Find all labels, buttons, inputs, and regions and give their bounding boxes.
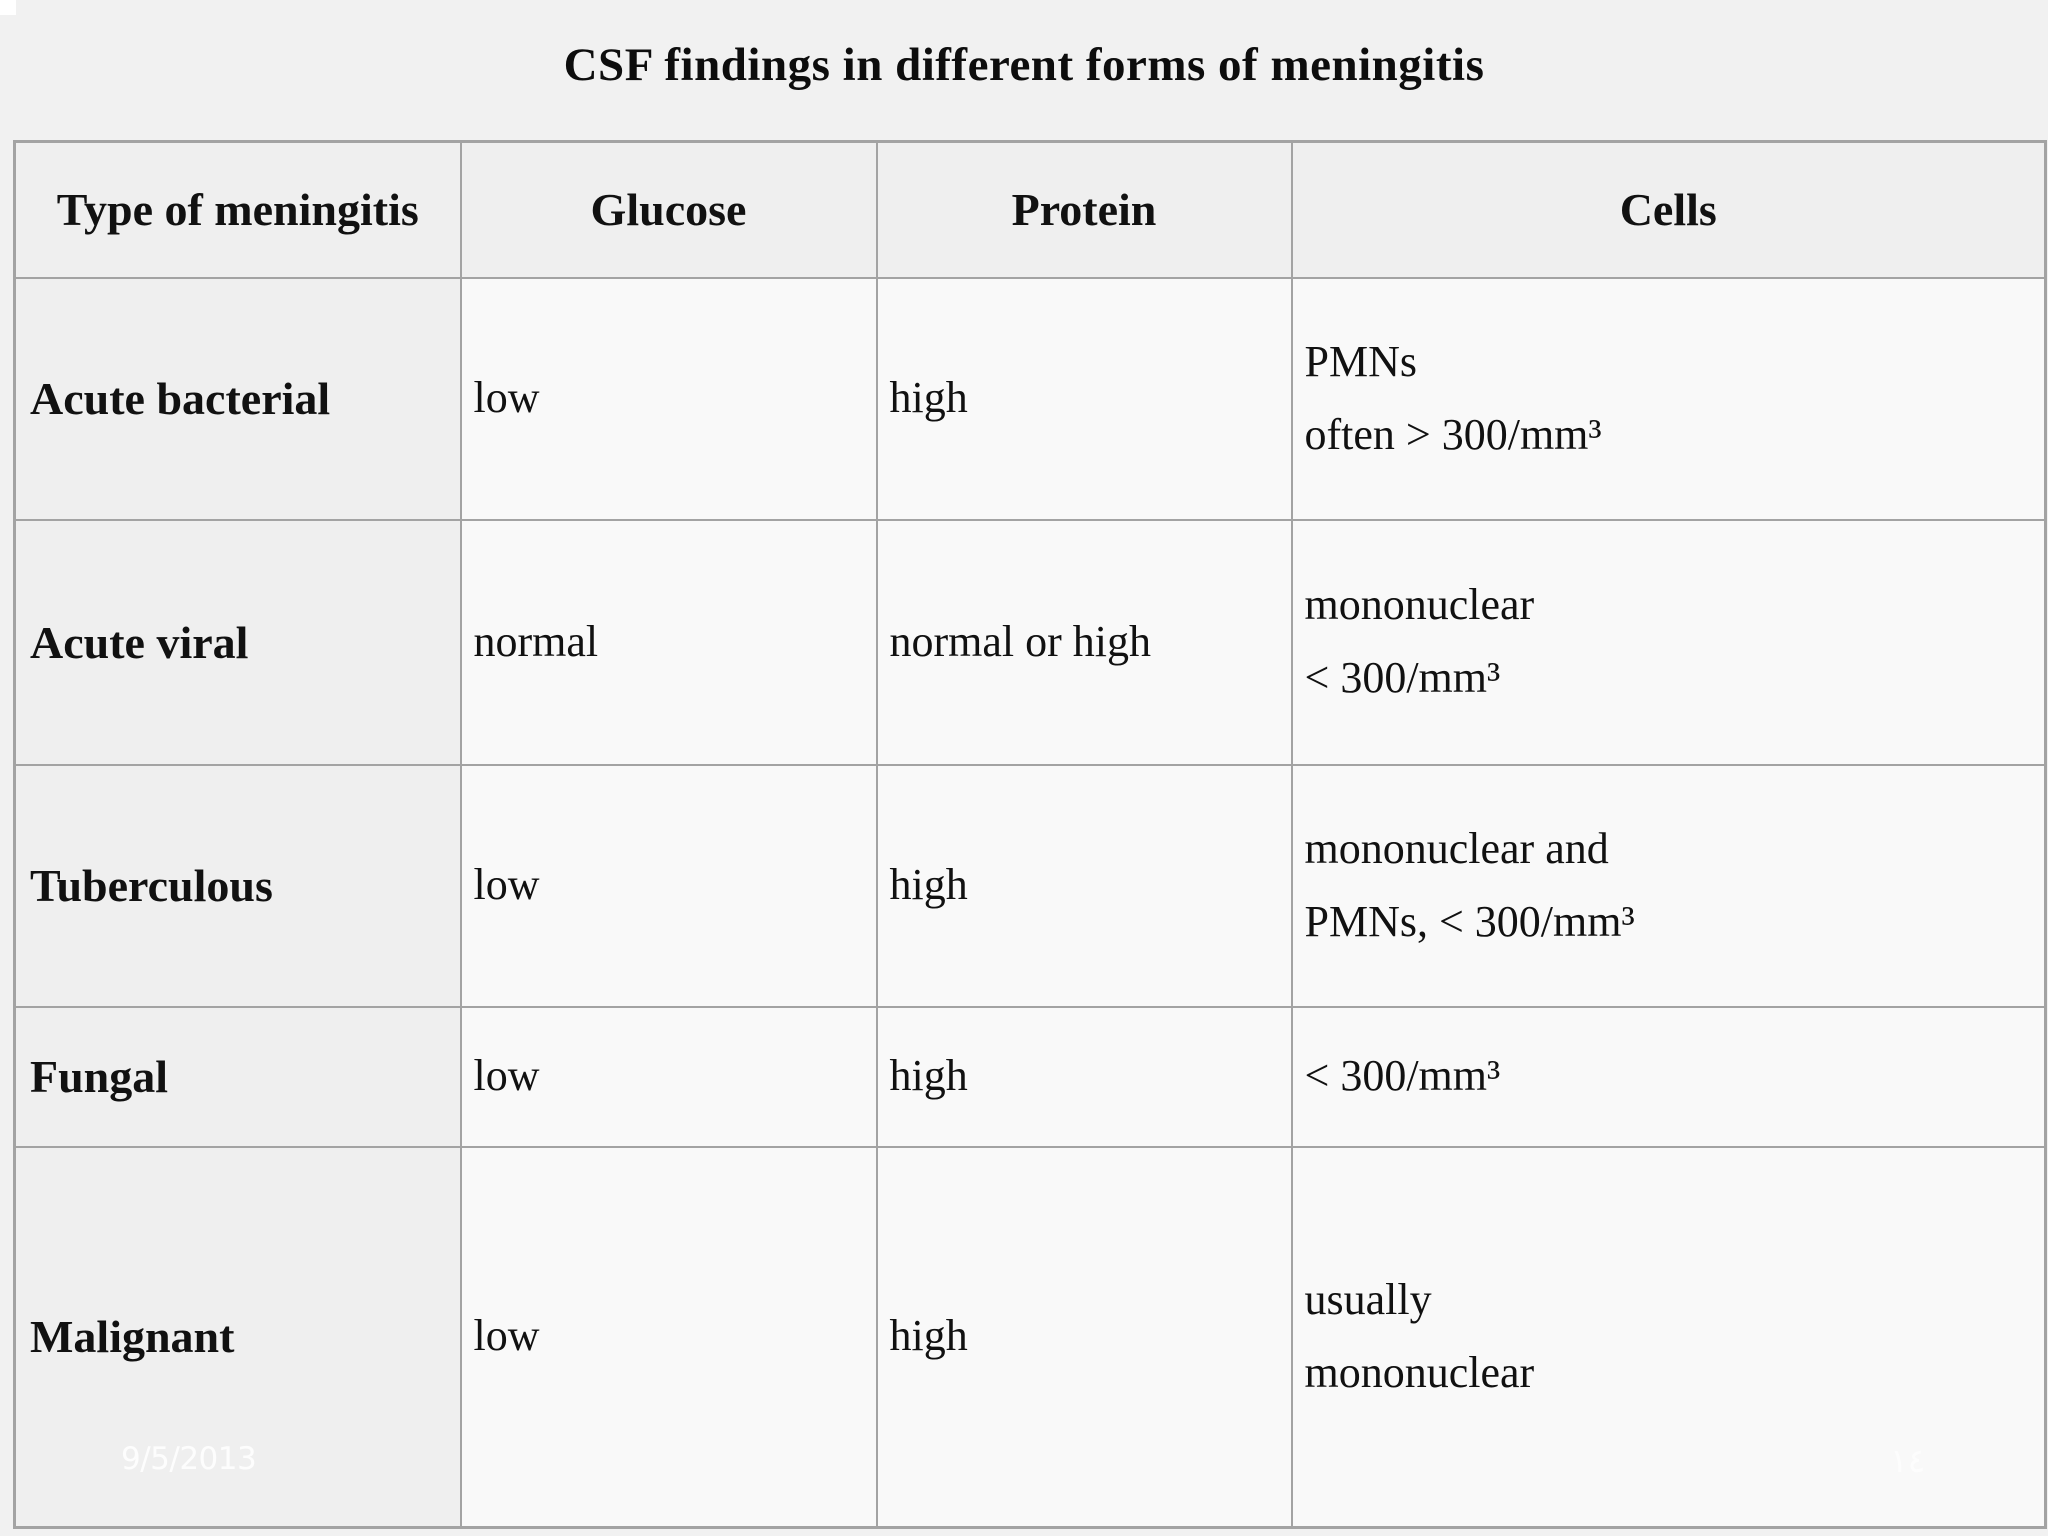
cells-line-2: PMNs, < 300/mm³ bbox=[1304, 896, 1635, 946]
protein-value-malignant: high bbox=[875, 1145, 1293, 1529]
column-header-type-of-meningitis: Type of meningitis bbox=[13, 140, 462, 279]
cells-value-fungal: < 300/mm³ bbox=[1290, 1005, 2047, 1148]
cells-line-2: < 300/mm³ bbox=[1304, 653, 1501, 702]
table-row-tuberculous: Tuberculous low high mononuclear and PMN… bbox=[13, 763, 2047, 1008]
column-header-glucose: Glucose bbox=[459, 140, 878, 279]
column-header-cells: Cells bbox=[1290, 140, 2047, 279]
glucose-value-tuberculous: low bbox=[459, 763, 878, 1008]
cells-line-1: mononuclear and bbox=[1304, 823, 1609, 873]
table-row-acute-bacterial: Acute bacterial low high PMNs often > 30… bbox=[13, 276, 2047, 521]
slide-title: CSF findings in different forms of menin… bbox=[563, 39, 1485, 91]
slide-number: ١٤ bbox=[1890, 1441, 1926, 1480]
cells-line-2: often > 300/mm³ bbox=[1304, 409, 1602, 459]
cells-value-tuberculous: mononuclear and PMNs, < 300/mm³ bbox=[1290, 763, 2047, 1008]
protein-value-fungal: high bbox=[875, 1005, 1293, 1148]
cells-line-1: mononuclear bbox=[1304, 580, 1535, 630]
row-label-acute-bacterial: Acute bacterial bbox=[13, 276, 462, 521]
cells-line-2: mononuclear bbox=[1304, 1347, 1535, 1397]
table-header-row: Type of meningitis Glucose Protein Cells bbox=[13, 140, 2047, 279]
cells-line-1: usually bbox=[1304, 1275, 1432, 1325]
table-row-fungal: Fungal low high < 300/mm³ bbox=[13, 1005, 2047, 1148]
glucose-value-fungal: low bbox=[459, 1005, 878, 1148]
csf-findings-table: Type of meningitis Glucose Protein Cells… bbox=[13, 140, 2047, 1529]
row-label-acute-viral: Acute viral bbox=[13, 518, 462, 766]
glucose-value-acute-bacterial: low bbox=[459, 276, 878, 521]
row-label-fungal: Fungal bbox=[13, 1005, 462, 1148]
cells-line-1: < 300/mm³ bbox=[1304, 1051, 1501, 1101]
slide-date: 9/5/2013 bbox=[121, 1441, 257, 1477]
column-header-protein: Protein bbox=[875, 140, 1293, 279]
glucose-value-acute-viral: normal bbox=[459, 518, 878, 766]
table-row-acute-viral: Acute viral normal normal or high mononu… bbox=[13, 518, 2047, 766]
top-left-corner-artifact bbox=[0, 0, 16, 15]
cells-value-malignant: usually mononuclear bbox=[1290, 1145, 2047, 1529]
cells-line-1: PMNs bbox=[1304, 336, 1418, 386]
cells-value-acute-viral: mononuclear < 300/mm³ bbox=[1290, 518, 2047, 766]
cells-value-acute-bacterial: PMNs often > 300/mm³ bbox=[1290, 276, 2047, 521]
glucose-value-malignant: low bbox=[459, 1145, 878, 1529]
row-label-malignant: Malignant bbox=[13, 1145, 462, 1529]
protein-value-tuberculous: high bbox=[875, 763, 1293, 1008]
protein-value-acute-bacterial: high bbox=[875, 276, 1293, 521]
row-label-tuberculous: Tuberculous bbox=[13, 763, 462, 1008]
protein-value-acute-viral: normal or high bbox=[875, 518, 1293, 766]
table-row-malignant: Malignant low high usually mononuclear bbox=[13, 1145, 2047, 1529]
